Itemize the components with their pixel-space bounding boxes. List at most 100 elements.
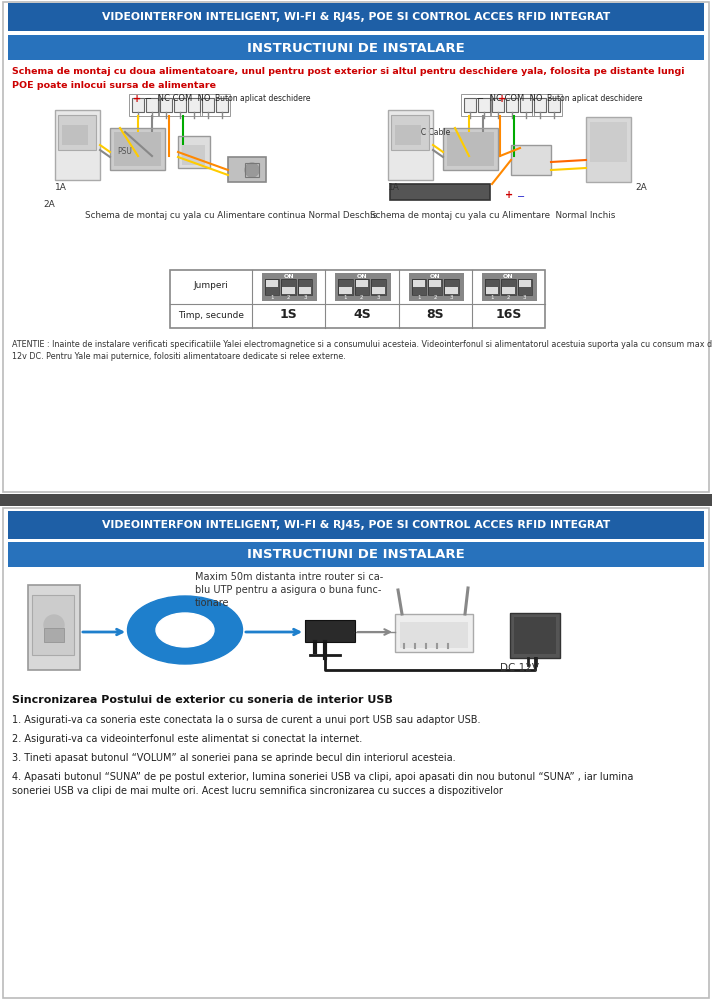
- Bar: [482, 273, 537, 301]
- Bar: [339, 287, 352, 294]
- Text: Schema de montaj cu yala cu Alimentare  Normal Inchis: Schema de montaj cu yala cu Alimentare N…: [370, 211, 615, 220]
- Circle shape: [245, 163, 259, 177]
- Bar: [283, 287, 295, 294]
- Bar: [58, 115, 96, 150]
- Bar: [534, 98, 546, 112]
- Ellipse shape: [156, 613, 214, 647]
- Text: 2A: 2A: [635, 183, 646, 192]
- Ellipse shape: [127, 596, 243, 664]
- Text: 3: 3: [450, 295, 454, 300]
- Bar: [464, 98, 476, 112]
- Bar: [200, 94, 230, 116]
- Bar: [158, 94, 202, 116]
- Bar: [58, 115, 96, 150]
- Text: 4. Apasati butonul “SUNA” de pe postul exterior, lumina soneriei USB va clipi, a: 4. Apasati butonul “SUNA” de pe postul e…: [12, 772, 634, 782]
- Bar: [355, 279, 369, 295]
- Bar: [443, 128, 498, 170]
- Bar: [265, 279, 279, 295]
- Bar: [55, 110, 100, 180]
- Bar: [518, 279, 532, 295]
- Bar: [461, 94, 491, 116]
- Text: Schema de montaj cu doua alimentatoare, unul pentru post exterior si altul pentr: Schema de montaj cu doua alimentatoare, …: [12, 67, 684, 76]
- Bar: [518, 279, 532, 295]
- Bar: [371, 279, 385, 295]
- Text: 1S: 1S: [280, 308, 298, 322]
- Text: ON: ON: [430, 274, 441, 279]
- Bar: [129, 94, 159, 116]
- Bar: [390, 184, 490, 200]
- Bar: [160, 98, 172, 112]
- Bar: [265, 279, 279, 295]
- Text: 1. Asigurati-va ca soneria este conectata la o sursa de curent a unui port USB s: 1. Asigurati-va ca soneria este conectat…: [12, 715, 481, 725]
- Text: 3: 3: [377, 295, 380, 300]
- Bar: [44, 628, 64, 642]
- Bar: [391, 115, 429, 150]
- Text: −: −: [476, 94, 484, 104]
- Text: 2: 2: [287, 295, 290, 300]
- Bar: [110, 128, 165, 170]
- Text: −: −: [517, 192, 525, 202]
- Text: 1: 1: [344, 295, 347, 300]
- Bar: [114, 132, 161, 166]
- Bar: [428, 279, 442, 295]
- Text: DC Cable: DC Cable: [415, 128, 450, 137]
- Bar: [520, 98, 532, 112]
- Bar: [178, 136, 210, 168]
- Bar: [412, 279, 426, 295]
- Bar: [356, 280, 368, 287]
- Bar: [305, 620, 355, 642]
- Bar: [429, 280, 441, 287]
- Bar: [55, 110, 100, 180]
- Text: ON: ON: [503, 274, 513, 279]
- Text: Timp, secunde: Timp, secunde: [178, 310, 244, 320]
- Bar: [299, 287, 311, 294]
- Bar: [444, 279, 459, 295]
- Text: 2. Asigurati-va ca videointerfonul este alimentat si conectat la internet.: 2. Asigurati-va ca videointerfonul este …: [12, 734, 362, 744]
- Bar: [32, 595, 74, 655]
- Text: 1A: 1A: [388, 183, 400, 192]
- Bar: [586, 117, 631, 182]
- Bar: [32, 595, 74, 655]
- Bar: [590, 122, 627, 162]
- Text: 3: 3: [303, 295, 307, 300]
- Bar: [28, 585, 80, 670]
- Bar: [10, 572, 702, 690]
- Bar: [388, 110, 433, 180]
- Bar: [485, 279, 499, 295]
- Text: 1: 1: [490, 295, 493, 300]
- Bar: [228, 157, 266, 182]
- Text: 12v DC. Pentru Yale mai puternice, folositi alimentatoare dedicate si relee exte: 12v DC. Pentru Yale mai puternice, folos…: [12, 352, 346, 361]
- Bar: [281, 279, 295, 295]
- Text: NC COM  NO: NC COM NO: [487, 94, 543, 103]
- Text: +: +: [133, 94, 141, 104]
- Text: 2: 2: [360, 295, 364, 300]
- Text: Maxim 50m distanta intre router si ca-: Maxim 50m distanta intre router si ca-: [195, 572, 383, 582]
- Bar: [178, 136, 210, 168]
- Bar: [445, 287, 458, 294]
- Bar: [428, 279, 442, 295]
- Bar: [8, 542, 704, 567]
- Bar: [170, 270, 545, 328]
- Bar: [412, 279, 426, 295]
- Bar: [0, 494, 712, 506]
- Text: Jumperi: Jumperi: [194, 280, 229, 290]
- Text: INSTRUCTIUNI DE INSTALARE: INSTRUCTIUNI DE INSTALARE: [247, 548, 465, 562]
- Bar: [506, 98, 518, 112]
- Bar: [511, 145, 551, 175]
- Bar: [395, 614, 473, 652]
- Text: +: +: [505, 190, 513, 200]
- Text: 2A: 2A: [43, 200, 55, 209]
- Bar: [501, 279, 515, 295]
- Bar: [62, 125, 88, 145]
- Bar: [400, 622, 468, 648]
- Bar: [511, 145, 551, 175]
- Bar: [586, 117, 631, 182]
- Bar: [395, 614, 473, 652]
- Text: 2: 2: [434, 295, 437, 300]
- Bar: [3, 508, 709, 998]
- Bar: [132, 98, 144, 112]
- Bar: [28, 585, 80, 670]
- Bar: [510, 613, 560, 658]
- Text: blu UTP pentru a asigura o buna func-: blu UTP pentru a asigura o buna func-: [195, 585, 382, 595]
- Text: 3: 3: [523, 295, 527, 300]
